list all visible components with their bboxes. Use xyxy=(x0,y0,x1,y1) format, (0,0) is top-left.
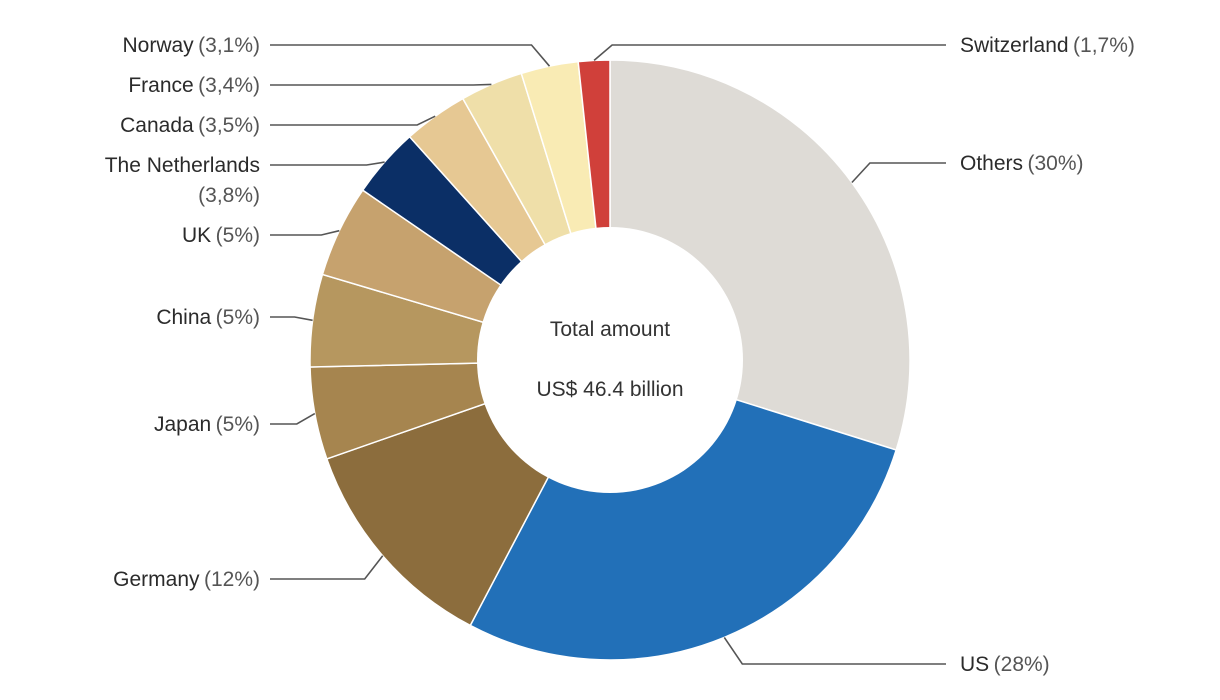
slice-name-switzerland: Switzerland xyxy=(960,34,1069,57)
slice-pct-us: (28%) xyxy=(994,653,1050,676)
slice-pct-others: (30%) xyxy=(1027,152,1083,175)
leader-line-japan xyxy=(270,412,316,425)
slice-name-the-netherlands: The Netherlands xyxy=(105,154,260,177)
leader-line-china xyxy=(270,316,313,322)
slice-name-china: China xyxy=(156,306,211,329)
slice-label-switzerland: Switzerland (1,7%) xyxy=(960,34,1135,57)
leader-line-uk xyxy=(270,229,340,236)
leader-line-others xyxy=(851,162,946,184)
center-label: Total amount US$ 46.4 billion xyxy=(536,318,683,401)
slice-label-japan: Japan (5%) xyxy=(154,413,260,436)
slice-label-others: Others (30%) xyxy=(960,152,1084,175)
slice-label-norway: Norway (3,1%) xyxy=(123,34,261,57)
slice-name-norway: Norway xyxy=(123,34,195,57)
slice-label-canada: Canada (3,5%) xyxy=(120,114,260,137)
slice-name-canada: Canada xyxy=(120,114,194,137)
slice-labels: Others (30%) US (28%) Germany (12%) Japan (… xyxy=(105,34,1135,676)
slice-pct-china: (5%) xyxy=(216,306,260,329)
center-label-line2: US$ 46.4 billion xyxy=(536,378,683,401)
leader-line-us xyxy=(723,636,946,665)
slice-name-uk: UK xyxy=(182,224,211,247)
slice-name-japan: Japan xyxy=(154,413,211,436)
slice-name-france: France xyxy=(128,74,193,97)
slice-pct-france: (3,4%) xyxy=(198,74,260,97)
slice-label-germany: Germany (12%) xyxy=(113,568,260,591)
slice-pct-japan: (5%) xyxy=(216,413,260,436)
slice-pct-uk: (5%) xyxy=(216,224,260,247)
slice-name-us: US xyxy=(960,653,989,676)
slice-name-others: Others xyxy=(960,152,1023,175)
slice-label-uk: UK (5%) xyxy=(182,224,260,247)
slice-label-the-netherlands: The Netherlands (3,8%) xyxy=(105,154,260,207)
leader-line-switzerland xyxy=(593,44,946,62)
slice-label-us: US (28%) xyxy=(960,653,1050,676)
slice-pct-switzerland: (1,7%) xyxy=(1073,34,1135,57)
slice-name-germany: Germany xyxy=(113,568,200,591)
leader-line-germany xyxy=(270,555,384,580)
leader-line-the-netherlands xyxy=(270,161,385,166)
slice-label-china: China (5%) xyxy=(156,306,260,329)
slice-pct-norway: (3,1%) xyxy=(198,34,260,57)
slice-pct-germany: (12%) xyxy=(204,568,260,591)
leader-line-canada xyxy=(270,115,436,126)
leader-line-france xyxy=(270,83,492,86)
leader-line-norway xyxy=(270,44,551,67)
slice-pct-the-netherlands: (3,8%) xyxy=(198,184,260,207)
slice-pct-canada: (3,5%) xyxy=(198,114,260,137)
slice-label-france: France (3,4%) xyxy=(128,74,260,97)
leader-lines xyxy=(270,44,946,665)
donut-hole xyxy=(477,227,743,493)
center-label-line1: Total amount xyxy=(550,318,670,341)
